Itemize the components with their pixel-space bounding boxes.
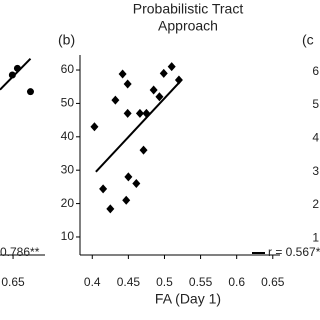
y-tick-label: 5 [312, 97, 319, 111]
x-tick-label: 0.5 [156, 275, 173, 289]
annotation: 0.786** [0, 245, 40, 259]
x-tick-label: 0.4 [84, 275, 101, 289]
point [142, 108, 151, 118]
point [26, 88, 34, 96]
panel-label: (c [302, 32, 314, 48]
point [132, 179, 141, 189]
point [135, 108, 144, 118]
y-tick-label: 4 [312, 131, 319, 145]
chart-title: Probabilistic Tract [133, 1, 244, 17]
fit-line [95, 81, 181, 173]
annotation: r = 0.567* [268, 245, 320, 259]
point [174, 75, 183, 85]
x-tick-label: 0.65 [261, 275, 285, 289]
point [123, 108, 132, 118]
point [139, 145, 148, 155]
point [8, 71, 16, 79]
point [124, 172, 133, 182]
point [159, 68, 168, 78]
panel-label: (b) [58, 32, 75, 48]
point [122, 195, 131, 205]
point [167, 62, 176, 72]
point [99, 184, 108, 194]
point [111, 95, 120, 105]
point [123, 79, 132, 89]
x-tick-label: 0.45 [117, 275, 141, 289]
y-tick-label: 40 [61, 129, 75, 143]
point [118, 69, 127, 79]
point [106, 204, 115, 214]
point [13, 64, 21, 72]
x-tick-label: 0.65 [1, 275, 25, 289]
x-axis-label: FA (Day 1) [155, 291, 221, 307]
y-tick-label: 2 [312, 197, 319, 211]
point [149, 85, 158, 95]
chart-title: Approach [158, 18, 218, 34]
y-tick-label: 1 [312, 231, 319, 245]
point [90, 122, 99, 132]
y-tick-label: 60 [61, 62, 75, 76]
x-tick-label: 0.6 [228, 275, 245, 289]
x-tick-label: 0.55 [189, 275, 213, 289]
point [155, 92, 164, 102]
y-tick-label: 3 [312, 164, 319, 178]
y-tick-label: 50 [61, 96, 75, 110]
y-tick-label: 20 [61, 196, 75, 210]
y-tick-label: 10 [61, 229, 75, 243]
y-tick-label: 30 [61, 162, 75, 176]
y-tick-label: 6 [312, 64, 319, 78]
